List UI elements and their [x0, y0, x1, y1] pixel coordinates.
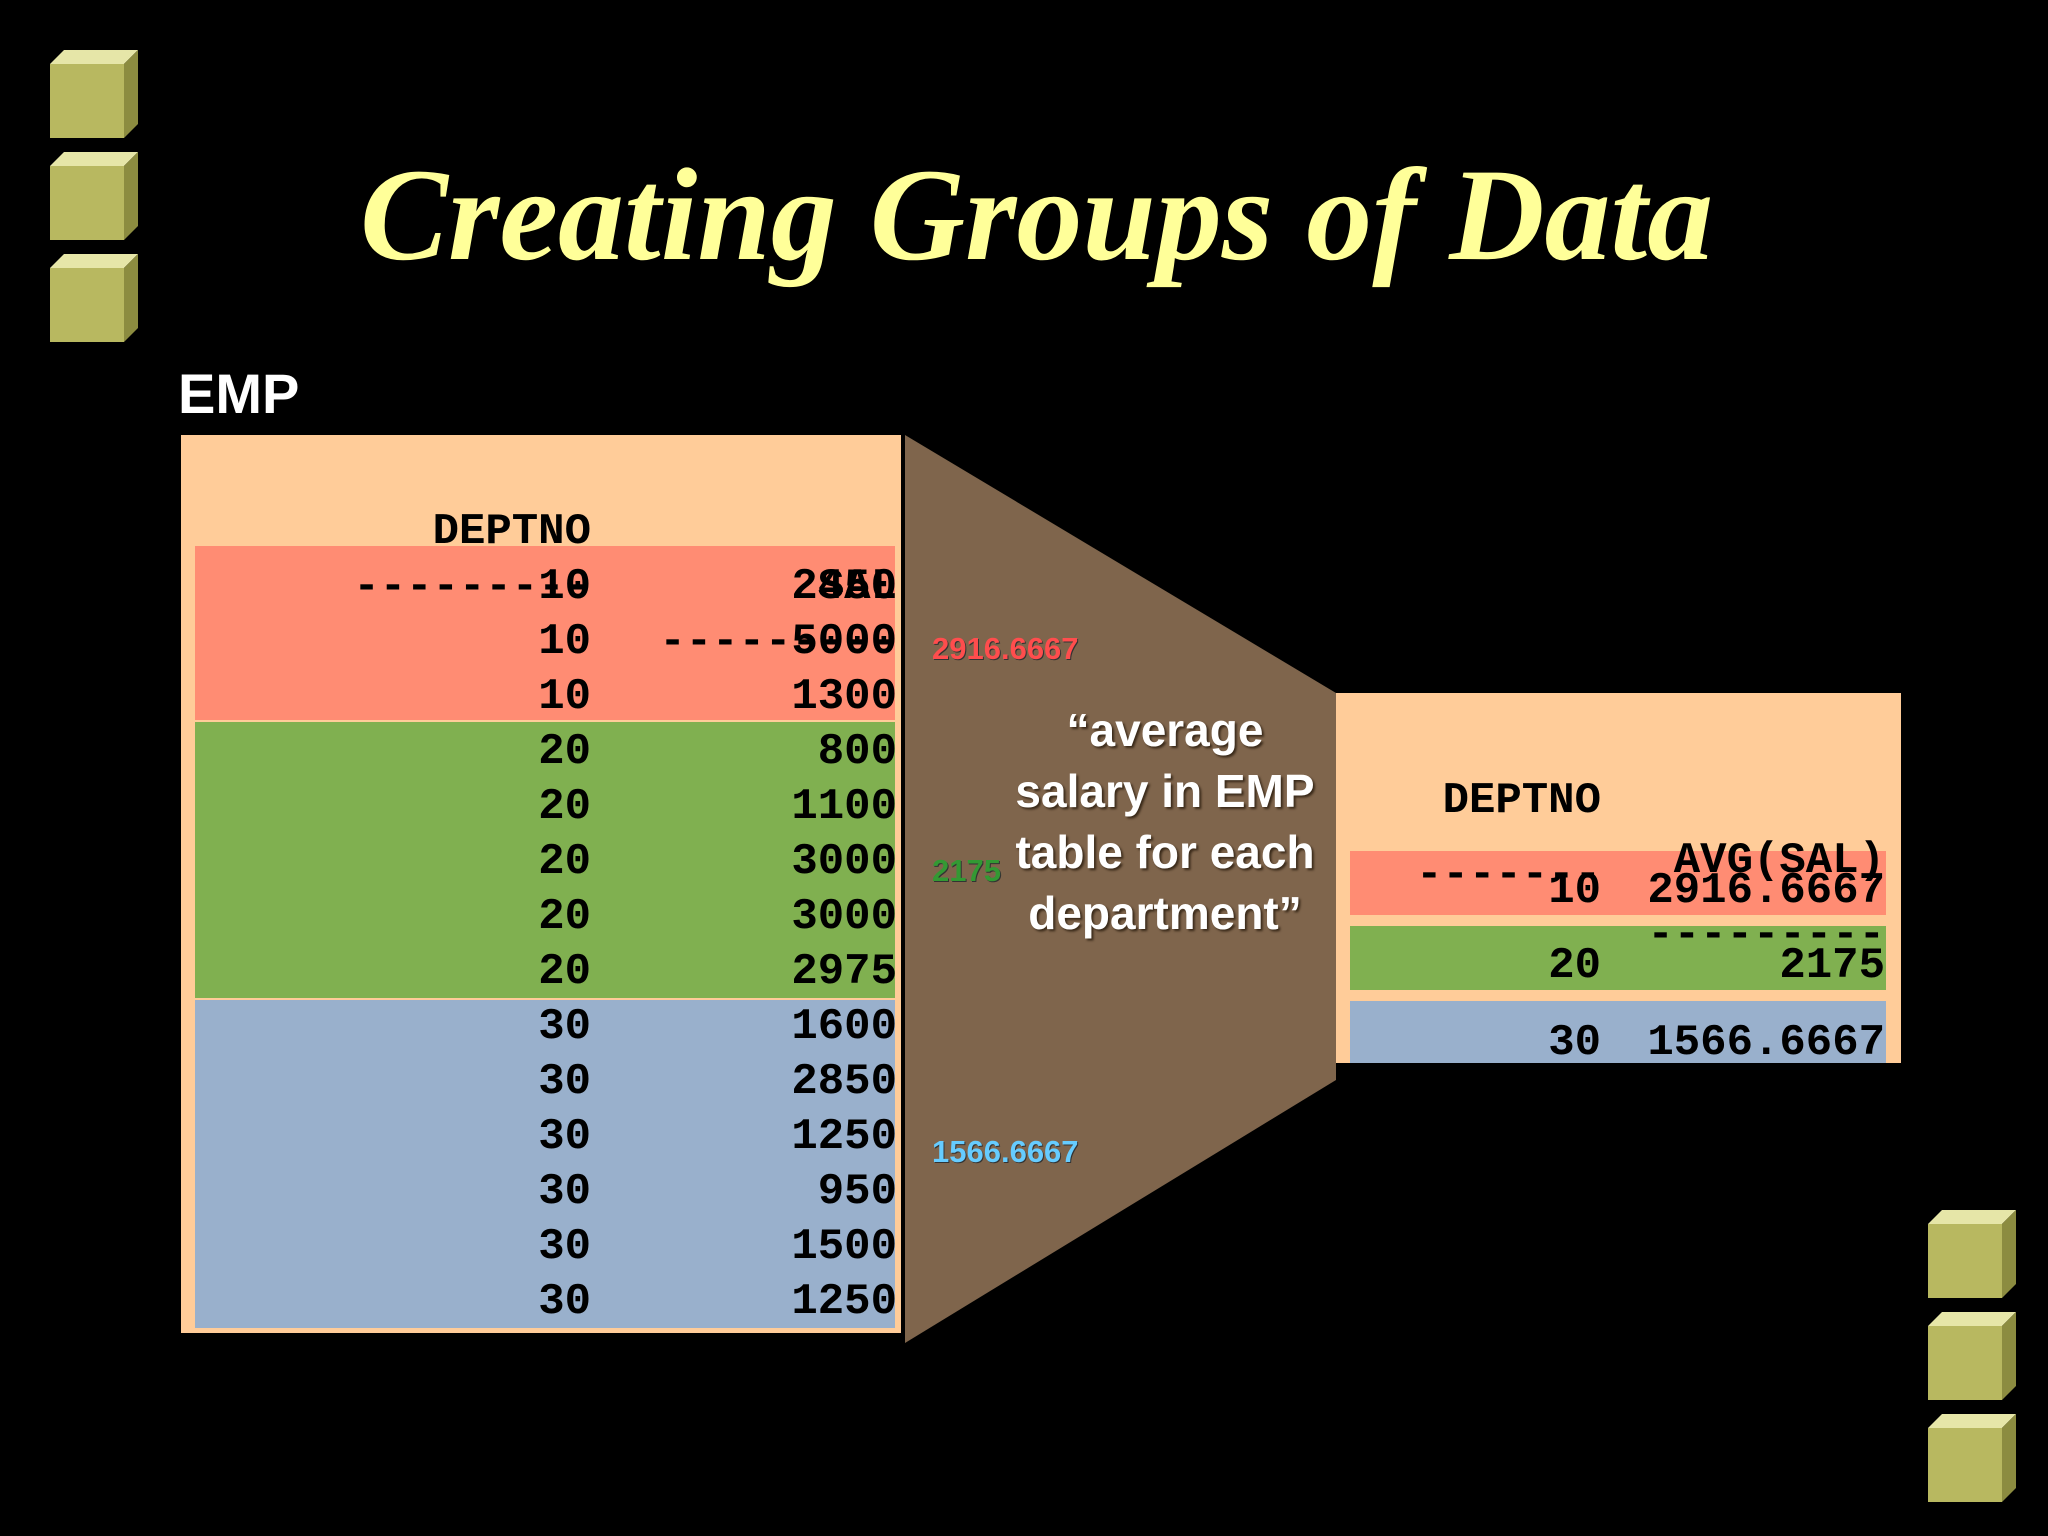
table-row: 30 950: [538, 1167, 897, 1217]
avg-sal-header: AVG(SAL): [1673, 836, 1885, 886]
result-header-separator: ------- ---------: [1416, 850, 1885, 960]
table-row: 30 1250: [538, 1112, 897, 1162]
emp-header-separator: --------- ---------: [353, 562, 897, 667]
table-row: 20 3000: [538, 892, 897, 942]
emp-table: DEPTNO SAL --------- --------- 10 2450 10…: [181, 435, 901, 1333]
deptno-header: DEPTNO: [1442, 776, 1601, 826]
table-row: 10 5000: [538, 617, 897, 667]
table-row: 30 1566.6667: [1548, 1018, 1885, 1063]
result-band-10: [1350, 851, 1886, 915]
group-average-label-10: 2916.6667: [932, 631, 1079, 666]
table-row: 20 2975: [538, 947, 897, 997]
decorative-cube-icon: [50, 152, 138, 240]
sal-header: SAL: [817, 562, 897, 612]
table-row: 30 1250: [538, 1277, 897, 1327]
result-header-row: DEPTNO AVG(SAL): [1336, 711, 1901, 886]
funnel-quote: “average salary in EMP table for each de…: [1015, 704, 1315, 939]
group-band-30: [195, 1000, 895, 1328]
table-row: 10 2916.6667: [1548, 866, 1885, 916]
table-row: 30 1500: [538, 1222, 897, 1272]
table-row: 10 2450: [538, 562, 897, 612]
group-band-10: [195, 546, 895, 720]
decorative-cube-icon: [50, 254, 138, 342]
result-band-30: [1350, 1001, 1886, 1063]
result-table: DEPTNO AVG(SAL) ------- --------- 10 2916…: [1336, 693, 1901, 1063]
table-row: 30 1600: [538, 1002, 897, 1052]
deptno-header: DEPTNO: [432, 507, 591, 557]
decorative-cube-icon: [1928, 1414, 2016, 1502]
table-row: 20 1100: [538, 782, 897, 832]
decorative-cube-icon: [50, 50, 138, 138]
table-row: 20 3000: [538, 837, 897, 887]
group-band-20: [195, 722, 895, 998]
emp-header-row: DEPTNO SAL: [181, 450, 901, 612]
decorative-cube-icon: [1928, 1312, 2016, 1400]
slide-title: Creating Groups of Data: [360, 141, 1714, 288]
table-row: 10 1300: [538, 672, 897, 722]
group-average-label-30: 1566.6667: [932, 1134, 1079, 1169]
emp-table-label: EMP: [178, 362, 300, 425]
table-row: 20 2175: [1548, 941, 1885, 991]
decorative-cube-icon: [1928, 1210, 2016, 1298]
table-row: 30 2850: [538, 1057, 897, 1107]
group-average-label-20: 2175: [932, 853, 1001, 888]
table-row: 20 800: [538, 727, 897, 777]
result-band-20: [1350, 926, 1886, 990]
